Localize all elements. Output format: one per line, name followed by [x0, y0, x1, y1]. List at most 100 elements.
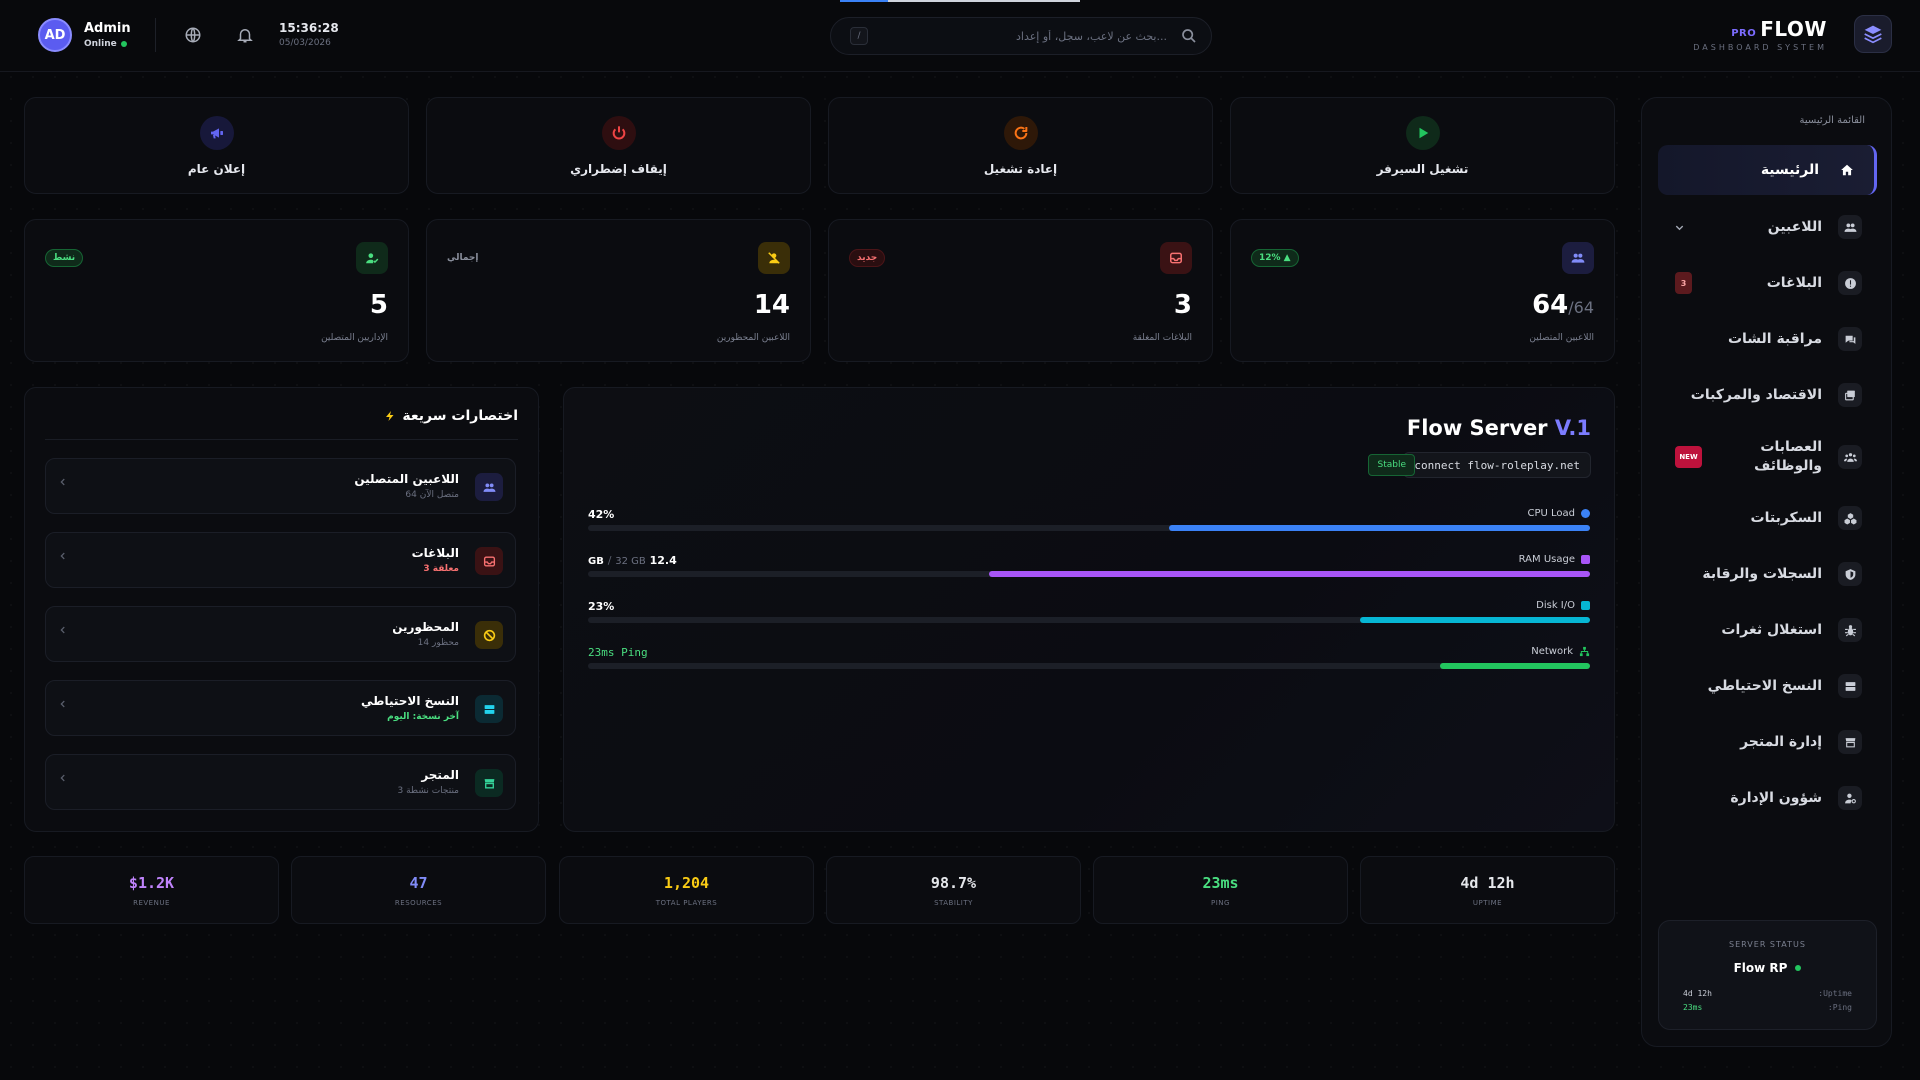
search-bar[interactable]: /	[830, 17, 1212, 55]
layers-logo-icon[interactable]	[1854, 15, 1892, 53]
shortcut-title: المتجر	[421, 768, 459, 782]
action-label: إيقاف إضطراري	[570, 162, 667, 176]
inbox-icon	[475, 547, 503, 575]
avatar[interactable]: AD	[38, 18, 72, 52]
search-input[interactable]	[917, 27, 1167, 45]
metric-value: 23%	[588, 600, 615, 613]
active-badge: نشط	[45, 249, 84, 267]
megaphone-icon	[199, 116, 234, 150]
sidebar-item-home[interactable]: الرئيسية	[1658, 145, 1877, 195]
stat-value: 23ms	[1202, 874, 1239, 892]
action-label: إعلان عام	[187, 162, 246, 176]
top-bar: AD Admin Online 15:36:28 05/03/2026 / PR…	[0, 0, 1920, 72]
restart-server-button[interactable]: إعادة تشغيل	[828, 97, 1213, 194]
stat-label: REVENUE	[133, 899, 170, 907]
sidebar-item-admin-affairs[interactable]: شؤون الإدارة	[1658, 773, 1877, 823]
sidebar-item-reports[interactable]: البلاغات 3	[1658, 258, 1877, 308]
stability-stat: 98.7% STABILITY	[826, 856, 1081, 924]
sidebar-item-scripts[interactable]: السكربتات	[1658, 493, 1877, 543]
progress-track	[588, 525, 1590, 531]
sidebar-item-label: البلاغات	[1766, 274, 1822, 291]
shortcut-title: النسخ الاحتياطي	[361, 694, 459, 708]
stat-value: 64/64	[1532, 290, 1594, 320]
shortcut-banned[interactable]: المحظورين 14 محظور	[45, 606, 516, 662]
shortcuts-title: اختصارات سريعة	[384, 408, 518, 424]
shortcut-store[interactable]: المتجر 3 منتجات نشطة	[45, 754, 516, 810]
server-status-name: Flow RP	[1659, 961, 1876, 975]
stat-label: TOTAL PLAYERS	[655, 899, 718, 907]
sidebar-item-chat-monitor[interactable]: مراقبة الشات	[1658, 314, 1877, 364]
stat-label: STABILITY	[934, 899, 973, 907]
stat-label: البلاغات المغلقة	[1132, 333, 1192, 343]
sidebar-item-economy[interactable]: الاقتصاد والمركبات	[1658, 370, 1877, 420]
metric-value: 23ms Ping	[588, 646, 648, 659]
connect-command[interactable]: connect flow-roleplay.net	[1403, 452, 1591, 478]
server-title: Flow Server V.1	[1406, 416, 1591, 440]
store-icon	[1838, 730, 1862, 754]
home-icon	[1835, 158, 1859, 182]
announcement-button[interactable]: إعلان عام	[24, 97, 409, 194]
user-profile[interactable]: AD Admin Online	[38, 18, 131, 52]
search-icon[interactable]	[1181, 28, 1197, 44]
user-status: Online	[84, 39, 131, 49]
sidebar-item-label: السجلات والرقابة	[1702, 565, 1822, 582]
shortcut-reports[interactable]: البلاغات 3 معلقة	[45, 532, 516, 588]
shortcut-online-players[interactable]: اللاعبين المتصلين 64 متصل الآن	[45, 458, 516, 514]
disk-metric: Disk I/O 23%	[588, 600, 1590, 634]
loading-bar	[840, 0, 1080, 2]
sidebar-item-label: إدارة المتجر	[1740, 733, 1822, 750]
stat-value: 4d 12h	[1460, 874, 1515, 892]
online-dot-icon	[120, 41, 127, 47]
stat-online-admins: 5 الإداريين المتصلين نشط	[24, 219, 409, 362]
inbox-icon	[1160, 242, 1192, 274]
chevron-left-icon	[58, 477, 68, 487]
ban-icon	[475, 621, 503, 649]
sidebar-item-exploits[interactable]: استغلال ثغرات	[1658, 605, 1877, 655]
chevron-down-icon[interactable]	[1674, 222, 1685, 233]
disk-icon	[1581, 601, 1590, 610]
stat-label: اللاعبين المتصلين	[1529, 333, 1594, 343]
globe-icon[interactable]	[184, 26, 202, 44]
divider	[155, 18, 156, 52]
brand-tagline: DASHBOARD SYSTEM	[1693, 43, 1827, 52]
memory-icon	[1581, 555, 1590, 564]
progress-track	[588, 571, 1590, 577]
sidebar: القائمة الرئيسية الرئيسية اللاعبين البلا…	[1641, 97, 1892, 1047]
server-status-card: SERVER STATUS Flow RP 4d 12h :Uptime 23m…	[1658, 920, 1877, 1030]
sidebar-item-label: السكربتات	[1750, 509, 1822, 526]
shortcut-subtitle: 3 معلقة	[423, 564, 459, 574]
sidebar-item-players[interactable]: اللاعبين	[1658, 202, 1877, 252]
users-icon	[1838, 215, 1862, 239]
stat-banned-players: 14 اللاعبين المحظورين إجمالي	[426, 219, 811, 362]
stat-value: 14	[753, 290, 790, 320]
bell-icon[interactable]	[236, 26, 254, 44]
stat-value: 3	[1173, 290, 1192, 320]
shortcut-title: اللاعبين المتصلين	[354, 472, 459, 486]
stat-closed-reports: 3 البلاغات المغلقة جديد	[828, 219, 1213, 362]
metric-label: RAM Usage	[1519, 554, 1590, 565]
chat-icon	[1838, 327, 1862, 351]
ram-metric: RAM Usage GB / 32 GB 12.4	[588, 554, 1590, 588]
sidebar-item-label: الاقتصاد والمركبات	[1690, 386, 1822, 403]
new-badge: جديد	[849, 249, 886, 267]
backup-icon	[1838, 674, 1862, 698]
stat-value: 98.7%	[930, 874, 977, 892]
sidebar-title: القائمة الرئيسية	[1799, 115, 1865, 126]
stable-badge: Stable	[1368, 454, 1415, 476]
chevron-left-icon	[58, 773, 68, 783]
sidebar-item-gangs-jobs[interactable]: العصابات والوظائف NEW	[1658, 427, 1877, 487]
money-icon	[1838, 383, 1862, 407]
sidebar-item-backup[interactable]: النسخ الاحتياطي	[1658, 661, 1877, 711]
sidebar-item-label: شؤون الإدارة	[1730, 789, 1822, 806]
shortcut-backup[interactable]: النسخ الاحتياطي آخر نسخة: اليوم	[45, 680, 516, 736]
emergency-stop-button[interactable]: إيقاف إضطراري	[426, 97, 811, 194]
ping-row: 23ms :Ping	[1683, 1003, 1852, 1012]
start-server-button[interactable]: تشغيل السيرفر	[1230, 97, 1615, 194]
sidebar-item-store[interactable]: إدارة المتجر	[1658, 717, 1877, 767]
status-dot-icon	[1795, 965, 1802, 971]
uptime-stat: 4d 12h UPTIME	[1360, 856, 1615, 924]
lightning-icon	[384, 409, 396, 423]
chevron-left-icon	[58, 625, 68, 635]
stat-value: $1.2K	[128, 874, 175, 892]
sidebar-item-logs[interactable]: السجلات والرقابة	[1658, 549, 1877, 599]
